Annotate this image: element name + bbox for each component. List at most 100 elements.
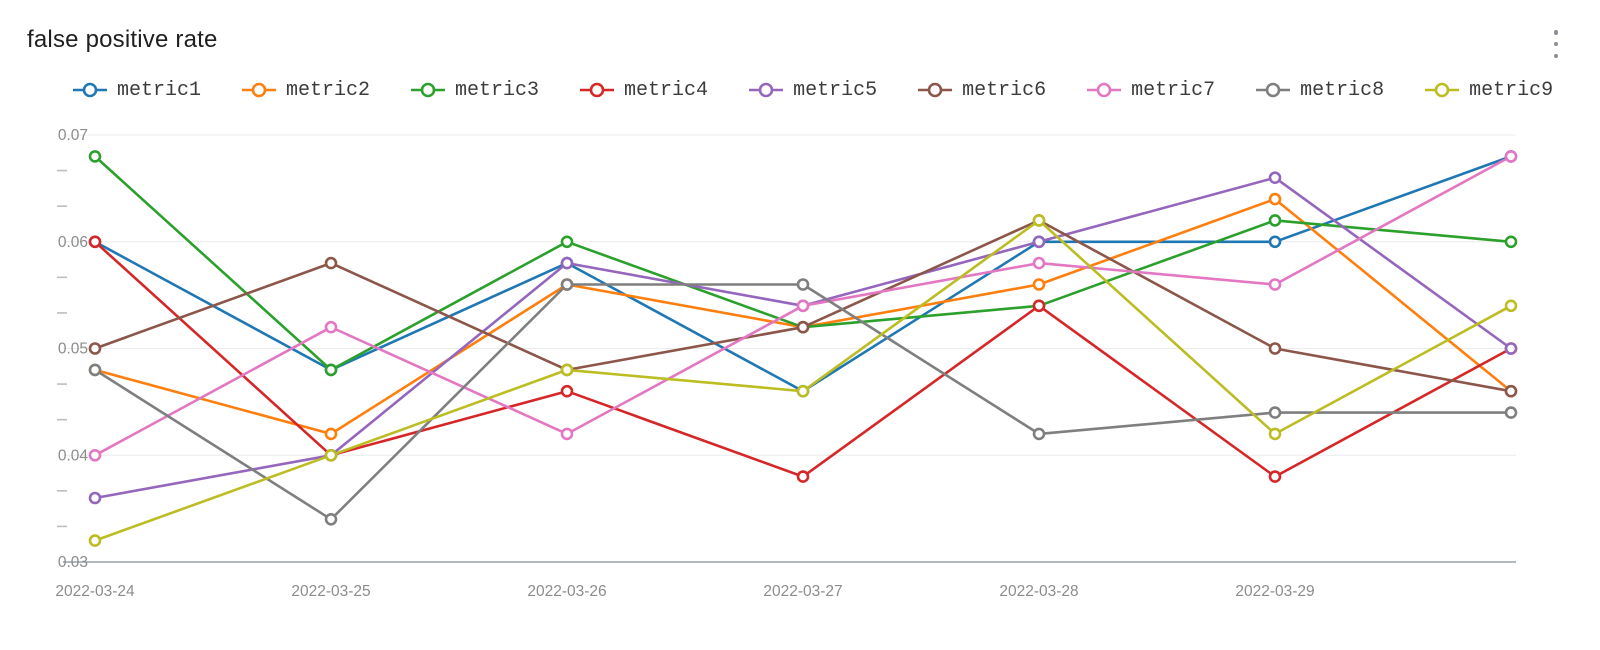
legend: metric1 metric2 metric3 metric4 metric5 metri…: [72, 76, 1560, 104]
data-point-marker[interactable]: [1268, 427, 1282, 441]
y-axis-tick-label: 0.03: [58, 554, 88, 571]
data-point-marker[interactable]: [1268, 214, 1282, 227]
series-metric7[interactable]: [88, 150, 1518, 462]
data-point-marker[interactable]: [1268, 278, 1282, 291]
legend-item-metric2[interactable]: metric2: [241, 79, 370, 102]
legend-item-metric9[interactable]: metric9: [1424, 79, 1553, 102]
data-point-marker[interactable]: [88, 448, 102, 462]
legend-item-metric8[interactable]: metric8: [1255, 79, 1384, 102]
y-axis-tick-label: 0.06: [58, 234, 88, 251]
legend-item-metric1[interactable]: metric1: [72, 79, 201, 102]
legend-label: metric2: [286, 78, 371, 102]
y-axis-tick-label: 0.04: [58, 447, 89, 464]
kebab-dot: [1553, 30, 1559, 35]
data-point-marker[interactable]: [560, 363, 574, 377]
kebab-menu-icon[interactable]: [1542, 28, 1570, 60]
data-point-marker[interactable]: [1268, 235, 1282, 249]
x-axis-tick-label: 2022-03-27: [763, 583, 842, 600]
data-point-marker[interactable]: [88, 342, 102, 355]
data-point-marker[interactable]: [560, 256, 574, 270]
data-point-marker[interactable]: [1504, 299, 1518, 313]
legend-item-metric3[interactable]: metric3: [410, 79, 539, 102]
legend-item-metric6[interactable]: metric6: [917, 79, 1046, 102]
data-point-marker[interactable]: [1268, 470, 1282, 483]
legend-label: metric8: [1300, 78, 1385, 102]
data-point-marker[interactable]: [324, 448, 338, 462]
data-point-marker[interactable]: [88, 534, 102, 547]
legend-marker-icon: [1425, 82, 1460, 98]
data-point-marker[interactable]: [796, 320, 810, 334]
data-point-marker[interactable]: [324, 256, 338, 270]
data-point-marker[interactable]: [324, 363, 338, 377]
data-point-marker[interactable]: [796, 278, 810, 291]
legend-marker-icon: [918, 82, 953, 98]
data-point-marker[interactable]: [1268, 192, 1282, 206]
y-axis-tick-label: 0.05: [58, 341, 88, 358]
legend-label: metric4: [624, 78, 709, 102]
legend-item-metric4[interactable]: metric4: [579, 79, 708, 102]
x-axis-tick-label: 2022-03-26: [527, 583, 606, 600]
data-point-marker[interactable]: [796, 470, 810, 483]
data-point-marker[interactable]: [1032, 427, 1046, 441]
legend-marker-icon: [580, 82, 615, 98]
x-axis-tick-label: 2022-03-25: [291, 583, 370, 600]
legend-marker-icon: [242, 82, 277, 98]
x-axis-tick-label: 2022-03-28: [999, 583, 1078, 600]
data-point-marker[interactable]: [324, 512, 338, 526]
chart-title: false positive rate: [27, 26, 218, 53]
data-point-marker[interactable]: [88, 150, 102, 163]
data-point-marker[interactable]: [1032, 278, 1046, 291]
series-line: [93, 219, 1513, 542]
series-line: [93, 176, 1513, 500]
data-point-marker[interactable]: [88, 235, 102, 249]
line-chart[interactable]: 0.03 0.04 0.05 0.06 0.07 2022-03-24 2022-03-25…: [0, 110, 1600, 640]
legend-item-metric5[interactable]: metric5: [748, 79, 877, 102]
legend-label: metric9: [1469, 78, 1554, 102]
series-metric8[interactable]: [88, 278, 1518, 526]
data-point-marker[interactable]: [1032, 256, 1046, 270]
data-point-marker[interactable]: [1504, 150, 1518, 163]
x-axis-tick-label: 2022-03-24: [55, 583, 135, 600]
data-point-marker[interactable]: [324, 320, 338, 334]
legend-marker-icon: [1256, 82, 1291, 98]
data-point-marker[interactable]: [88, 491, 102, 505]
data-point-marker[interactable]: [1504, 406, 1518, 419]
legend-marker-icon: [1087, 82, 1122, 98]
data-point-marker[interactable]: [560, 278, 574, 291]
legend-label: metric7: [1131, 78, 1216, 102]
kebab-dot: [1553, 41, 1559, 47]
data-point-marker[interactable]: [1032, 214, 1046, 227]
data-point-marker[interactable]: [796, 299, 810, 313]
data-point-marker[interactable]: [796, 384, 810, 398]
data-point-marker[interactable]: [560, 384, 574, 398]
data-point-marker[interactable]: [1268, 342, 1282, 355]
series-metric9[interactable]: [88, 214, 1518, 547]
legend-label: metric3: [455, 78, 540, 102]
series-line: [93, 240, 1513, 478]
legend-item-metric7[interactable]: metric7: [1086, 79, 1215, 102]
legend-marker-icon: [749, 82, 784, 98]
data-point-marker[interactable]: [1268, 171, 1282, 184]
data-point-marker[interactable]: [1504, 235, 1518, 249]
legend-marker-icon: [73, 82, 107, 98]
data-point-marker[interactable]: [560, 427, 574, 441]
series-line: [93, 155, 1513, 372]
legend-label: metric1: [117, 78, 202, 102]
data-point-marker[interactable]: [1032, 235, 1046, 249]
data-point-marker[interactable]: [560, 235, 574, 249]
legend-label: metric6: [962, 78, 1047, 102]
data-point-marker[interactable]: [324, 427, 338, 441]
data-point-marker[interactable]: [1032, 299, 1046, 313]
x-axis-tick-label: 2022-03-29: [1235, 583, 1314, 600]
y-axis-tick-label: 0.07: [58, 127, 88, 144]
data-point-marker[interactable]: [1504, 384, 1518, 398]
legend-marker-icon: [411, 82, 446, 98]
data-point-marker[interactable]: [1504, 342, 1518, 355]
series-line: [93, 155, 1513, 393]
legend-label: metric5: [793, 78, 878, 102]
data-point-marker[interactable]: [88, 363, 102, 377]
series-line: [93, 283, 1513, 521]
kebab-dot: [1553, 53, 1559, 58]
data-point-marker[interactable]: [1268, 406, 1282, 419]
